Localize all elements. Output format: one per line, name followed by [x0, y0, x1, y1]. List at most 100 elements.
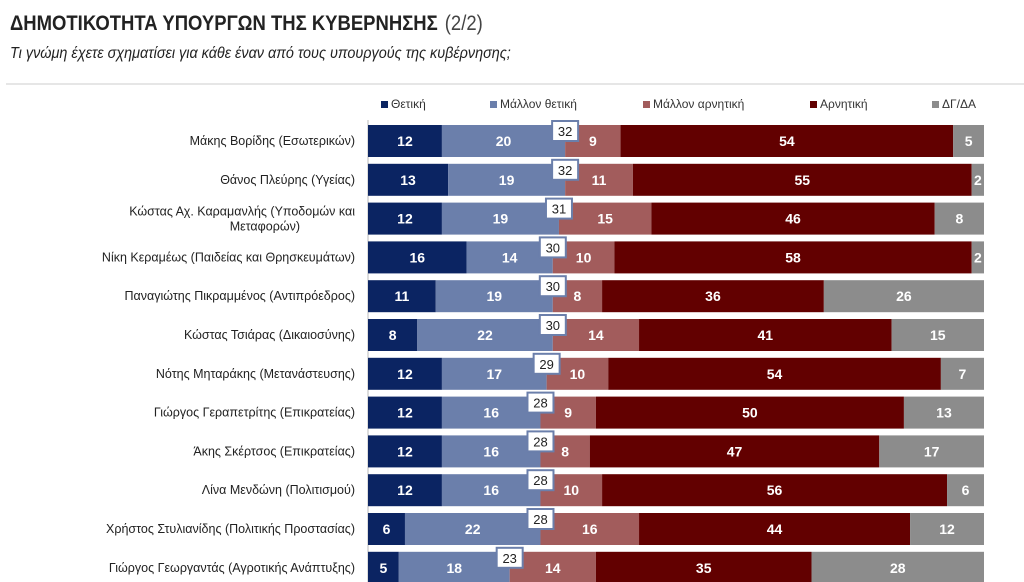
bar-segment [404, 513, 541, 545]
data-label: 9 [589, 133, 597, 149]
bar-segment [595, 396, 904, 429]
bar-segment [934, 202, 984, 235]
bar-segment [595, 551, 812, 582]
bar-segment [632, 163, 972, 196]
data-label: 8 [574, 288, 582, 304]
data-label: 14 [588, 327, 604, 343]
category-label: Γιώργος Γεωργαντάς (Αγροτικής Ανάπτυξης) [109, 561, 355, 575]
category-label-line2: Μεταφορών) [230, 220, 300, 234]
bar-segment [552, 319, 640, 351]
total-label: 29 [539, 357, 553, 372]
data-label: 54 [767, 366, 783, 382]
data-label: 36 [705, 288, 721, 304]
total-box [532, 352, 561, 375]
data-label: 17 [924, 443, 940, 459]
bar-segment [398, 551, 510, 582]
bar-segment [614, 241, 972, 274]
data-label: 50 [742, 405, 758, 421]
total-label: 30 [546, 279, 560, 294]
category-label: Κώστας Αχ. Καραμανλής (Υποδομών και [129, 205, 355, 219]
data-label: 46 [785, 211, 801, 227]
total-label: 28 [533, 473, 547, 488]
total-box [526, 430, 555, 453]
bar-segment [602, 474, 948, 507]
bar-segment [466, 241, 553, 274]
data-label: 16 [582, 521, 598, 537]
bar-segment [953, 125, 984, 157]
total-box [526, 508, 555, 530]
category-label: Μάκης Βορίδης (Εσωτερικών) [190, 134, 355, 148]
bar-segment [639, 513, 911, 545]
legend-swatch [810, 100, 817, 108]
bar-segment [368, 202, 442, 235]
bar-segment [368, 357, 442, 390]
data-label: 14 [502, 249, 518, 265]
legend-swatch [932, 100, 939, 108]
data-label: 22 [477, 327, 493, 343]
data-label: 35 [696, 560, 712, 576]
data-label: 11 [592, 172, 607, 188]
legend-label: Αρνητική [820, 97, 868, 111]
data-label: 56 [767, 482, 783, 498]
total-box [551, 120, 580, 142]
bar-segment [417, 319, 553, 351]
bar-segment [441, 396, 541, 429]
bar-segment [879, 435, 984, 468]
data-label: 16 [483, 443, 499, 459]
category-label: Θάνος Πλεύρης (Υγείας) [220, 173, 355, 187]
total-label: 30 [546, 318, 560, 333]
bar-segment [441, 357, 547, 390]
data-label: 8 [955, 211, 963, 227]
data-label: 26 [896, 288, 912, 304]
bar-segment [602, 280, 824, 313]
data-label: 8 [561, 443, 569, 459]
data-label: 5 [965, 133, 973, 149]
data-label: 11 [394, 288, 409, 304]
bar-segment [811, 551, 984, 582]
bar-segment [540, 513, 640, 545]
data-label: 20 [496, 133, 512, 149]
total-label: 30 [546, 240, 560, 255]
data-label: 58 [785, 249, 801, 265]
data-label: 8 [389, 327, 397, 343]
data-label: 41 [758, 327, 774, 343]
legend-label: Θετική [391, 97, 426, 111]
category-label: Παναγιώτης Πικραμμένος (Αντιπρόεδρος) [125, 289, 356, 303]
bar-segment [639, 319, 892, 351]
data-label: 6 [962, 482, 970, 498]
data-label: 44 [767, 521, 783, 537]
legend-label: ΔΓ/ΔΑ [942, 97, 976, 111]
data-label: 12 [397, 443, 413, 459]
legend-item: ΔΓ/ΔΑ [932, 97, 976, 111]
data-label: 12 [397, 482, 413, 498]
data-label: 19 [493, 211, 509, 227]
bar-segment [448, 163, 566, 196]
bar-segment [823, 280, 984, 313]
total-box [526, 391, 555, 414]
legend-swatch [381, 100, 388, 108]
data-label: 12 [397, 211, 413, 227]
data-label: 15 [930, 327, 946, 343]
bar-segment [441, 125, 566, 157]
bar-segment [441, 474, 541, 507]
bar-segment [558, 202, 652, 235]
total-box [551, 158, 580, 181]
data-label: 16 [483, 405, 499, 421]
category-label: Χρήστος Στυλιανίδης (Πολιτικής Προστασία… [106, 522, 355, 536]
legend-item: Θετική [381, 97, 426, 111]
bar-segment [368, 551, 399, 582]
data-label: 10 [570, 366, 586, 382]
legend-swatch [490, 100, 497, 108]
divider [6, 83, 1024, 85]
data-label: 14 [545, 560, 561, 576]
data-label: 13 [936, 405, 952, 421]
data-label: 9 [564, 405, 572, 421]
data-label: 22 [465, 521, 481, 537]
total-box [538, 236, 567, 259]
legend: Θετική Μάλλον θετική Μάλλον αρνητική Αρνητι… [0, 97, 1024, 113]
total-label: 32 [558, 163, 572, 178]
data-label: 12 [939, 521, 955, 537]
data-label: 6 [383, 521, 391, 537]
data-label: 17 [486, 366, 502, 382]
